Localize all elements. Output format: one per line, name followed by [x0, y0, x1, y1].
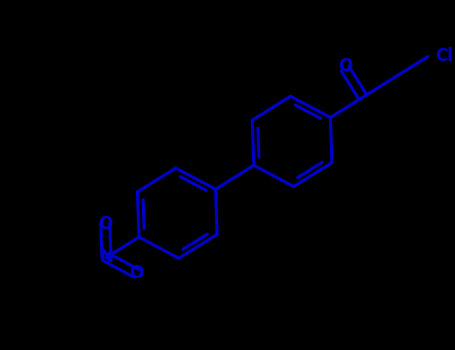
Text: O: O — [129, 264, 143, 282]
Text: O: O — [338, 57, 352, 75]
Text: O: O — [98, 215, 112, 232]
Text: Cl: Cl — [435, 48, 453, 65]
Text: N: N — [100, 248, 113, 266]
